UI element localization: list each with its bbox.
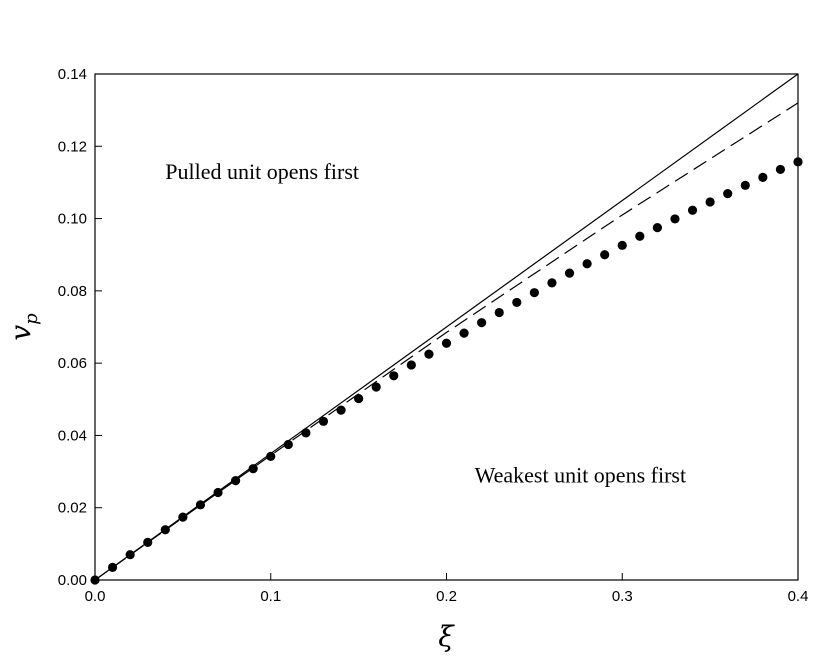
data-point: [195, 500, 206, 510]
data-point: [705, 197, 715, 207]
annotation-pulled-unit: Pulled unit opens first: [165, 159, 359, 184]
data-point: [477, 318, 487, 328]
data-point: [547, 278, 557, 288]
data-point: [231, 476, 241, 486]
data-point: [213, 487, 223, 498]
data-point: [283, 439, 293, 450]
svg-text:vp: vp: [4, 313, 42, 341]
y-tick-label: 0.10: [58, 211, 87, 228]
annotation-weakest-unit: Weakest unit opens first: [475, 462, 686, 487]
data-point: [494, 307, 504, 318]
x-tick-label: 0.4: [788, 588, 809, 605]
y-tick-label: 0.00: [58, 572, 87, 589]
x-tick-label: 0.1: [260, 588, 281, 605]
ticks-layer: 0.0 0.1 0.2 0.3 0.4 0.00 0.02 0.04 0.06 0.08 0.10 0…: [58, 66, 809, 605]
data-point: [441, 338, 452, 348]
data-point: [406, 360, 416, 370]
data-point: [529, 288, 539, 298]
y-tick-label: 0.12: [58, 138, 87, 155]
data-point: [354, 393, 364, 404]
dashed-line: [94, 102, 799, 581]
data-point: [652, 223, 663, 233]
data-point: [564, 268, 575, 278]
y-tick-label: 0.08: [58, 283, 87, 300]
y-tick-label: 0.04: [58, 427, 87, 444]
solid-line: [94, 73, 799, 581]
x-axis-label: ξ: [438, 620, 455, 653]
data-point: [758, 172, 768, 182]
x-tick-label: 0.3: [612, 588, 633, 605]
data-point: [582, 259, 592, 269]
y-axis-label: vp: [4, 313, 42, 341]
data-point: [424, 349, 434, 359]
data-point: [670, 214, 680, 224]
data-point: [266, 451, 276, 461]
data-point: [389, 371, 399, 381]
data-point: [125, 550, 135, 560]
data-point: [143, 537, 153, 548]
data-point: [178, 512, 188, 522]
x-tick-label: 0.2: [436, 588, 457, 605]
data-point: [617, 240, 627, 250]
data-point: [371, 382, 381, 392]
y-tick-label: 0.02: [58, 500, 87, 517]
data-point: [600, 250, 610, 260]
data-point: [512, 297, 522, 308]
y-axis-label-base: v: [4, 325, 37, 341]
y-tick-label: 0.06: [58, 355, 87, 372]
data-point: [301, 428, 311, 438]
data-point: [723, 189, 733, 199]
data-point: [740, 180, 750, 190]
y-axis-label-subscript: p: [21, 313, 42, 325]
data-point: [459, 328, 469, 338]
data-point: [248, 464, 258, 474]
data-point: [336, 405, 346, 415]
data-point: [318, 416, 329, 426]
data-point: [160, 525, 170, 535]
x-tick-label: 0.0: [85, 588, 106, 605]
data-point: [107, 562, 118, 572]
data-point: [687, 205, 698, 215]
series-layer: [90, 73, 803, 585]
data-point: [775, 164, 786, 175]
data-point: [635, 231, 645, 241]
y-tick-label: 0.14: [58, 66, 87, 83]
